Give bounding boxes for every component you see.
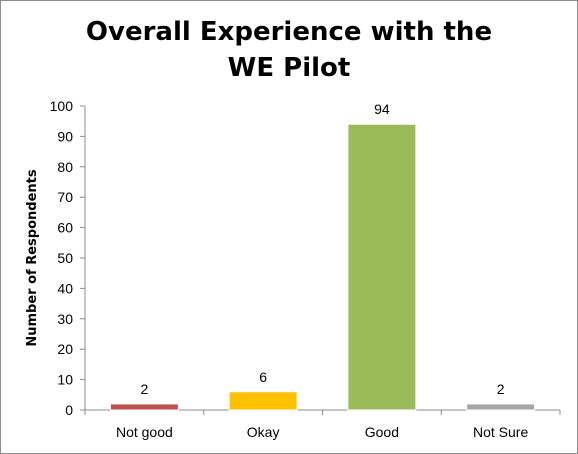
bars	[109, 123, 536, 411]
chart-title-line-2: WE Pilot	[227, 53, 351, 83]
chart-title: Overall Experience with the WE Pilot	[0, 14, 578, 86]
data-label: 2	[497, 381, 505, 397]
y-tick-label: 100	[50, 98, 74, 114]
y-tick-label: 90	[57, 128, 73, 144]
data-label: 6	[259, 369, 267, 385]
bar-okay	[228, 391, 298, 411]
bar-not-good	[109, 403, 179, 411]
category-labels: Not good Okay Good Not Sure	[116, 424, 529, 440]
x-tick-label: Good	[365, 424, 399, 440]
bar-not-sure	[466, 403, 536, 411]
x-tick-label: Not Sure	[473, 424, 528, 440]
y-tick-label: 10	[57, 372, 73, 388]
x-tick-label: Not good	[116, 424, 173, 440]
y-tick-label: 70	[57, 189, 73, 205]
y-axis-label: Number of Respondents	[25, 169, 40, 347]
x-tick-label: Okay	[247, 424, 280, 440]
y-tick-label: 50	[57, 250, 73, 266]
data-label: 2	[140, 381, 148, 397]
y-tick-label: 0	[65, 402, 73, 418]
data-labels: 2 6 94 2	[140, 101, 504, 397]
y-tick-label: 60	[57, 220, 73, 236]
data-label: 94	[374, 101, 390, 117]
x-axis	[84, 409, 561, 415]
y-tick-label: 80	[57, 159, 73, 175]
y-tick-label: 40	[57, 280, 73, 296]
y-axis: 0 10 20 30 40 50 60 70 80 90 100	[50, 98, 86, 418]
bar-good	[347, 123, 417, 411]
y-tick-label: 20	[57, 341, 73, 357]
chart-title-line-1: Overall Experience with the	[85, 17, 493, 47]
y-tick-label: 30	[57, 311, 73, 327]
